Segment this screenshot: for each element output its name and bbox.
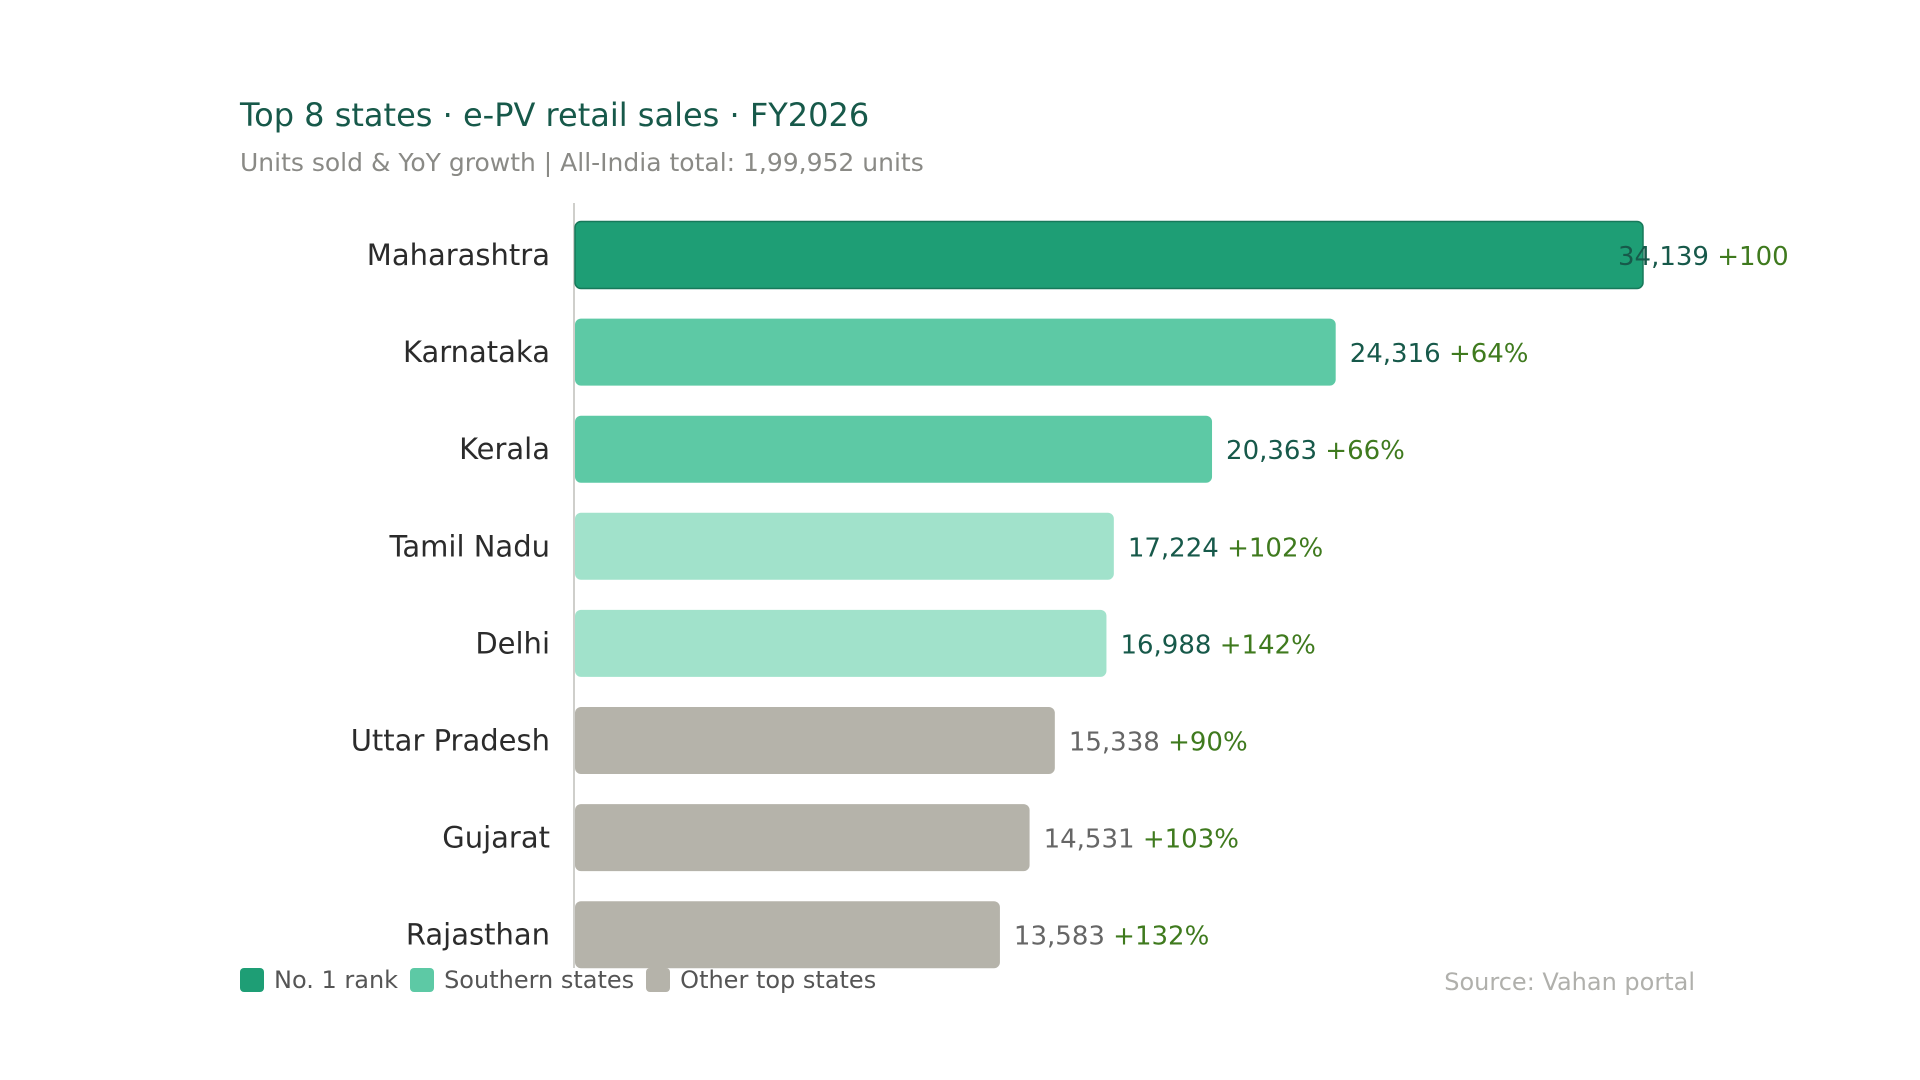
value-label: 24,316	[1350, 339, 1449, 369]
category-label: Karnataka	[403, 335, 550, 369]
value-label: 20,363	[1226, 436, 1325, 466]
value-label: 16,988	[1120, 630, 1219, 660]
value-label: 17,224	[1128, 533, 1227, 563]
category-label: Maharashtra	[367, 238, 550, 272]
data-label: 24,316 +64%	[1350, 339, 1529, 369]
legend-item-rank1: No. 1 rank	[240, 966, 398, 994]
data-label: 15,338 +90%	[1069, 728, 1248, 758]
legend-swatch	[240, 968, 264, 992]
bar	[575, 318, 1336, 386]
growth-label: +103%	[1143, 825, 1239, 855]
legend-label: Southern states	[444, 966, 635, 994]
category-label: Kerala	[459, 432, 550, 466]
growth-label: +64%	[1449, 339, 1529, 369]
bar	[575, 512, 1114, 580]
bar	[575, 609, 1107, 677]
legend-label: No. 1 rank	[274, 966, 399, 994]
data-label: 17,224 +102%	[1128, 533, 1323, 563]
legend-item-southern: Southern states	[410, 966, 634, 994]
growth-label: +102%	[1227, 533, 1323, 563]
growth-label: +66%	[1325, 436, 1405, 466]
legend-label: Other top states	[680, 966, 877, 994]
legend-swatch	[410, 968, 435, 992]
data-label: 16,988 +142%	[1120, 630, 1315, 660]
value-label: 14,531	[1044, 825, 1143, 855]
chart-subtitle: Units sold & YoY growth | All-India tota…	[240, 148, 924, 177]
data-label: 20,363 +66%	[1226, 436, 1405, 466]
data-label: 13,583 +132%	[1014, 922, 1209, 952]
category-label: Tamil Nadu	[388, 529, 550, 563]
growth-label: +132%	[1113, 922, 1209, 952]
category-label: Delhi	[475, 626, 550, 660]
chart-title: Top 8 states · e-PV retail sales · FY202…	[240, 96, 870, 134]
data-label: 34,139 +100	[1618, 242, 1789, 272]
category-label: Gujarat	[442, 821, 550, 855]
growth-label: +142%	[1220, 630, 1316, 660]
bar	[575, 415, 1213, 483]
value-label: 15,338	[1069, 728, 1168, 758]
value-label: 13,583	[1014, 922, 1113, 952]
growth-label: +100	[1717, 242, 1788, 272]
legend: No. 1 rank Southern states Other top sta…	[240, 966, 888, 994]
growth-label: +90%	[1168, 728, 1248, 758]
bar	[575, 901, 1000, 969]
bar	[575, 804, 1030, 872]
data-label: 14,531 +103%	[1044, 825, 1239, 855]
value-label: 34,139	[1618, 242, 1717, 272]
category-label: Uttar Pradesh	[351, 724, 550, 758]
bar	[575, 707, 1055, 774]
bar	[574, 220, 1644, 290]
legend-swatch	[646, 968, 671, 992]
legend-item-other: Other top states	[646, 966, 876, 994]
category-label: Rajasthan	[406, 918, 550, 952]
source-note: Source: Vahan portal	[1444, 968, 1695, 996]
